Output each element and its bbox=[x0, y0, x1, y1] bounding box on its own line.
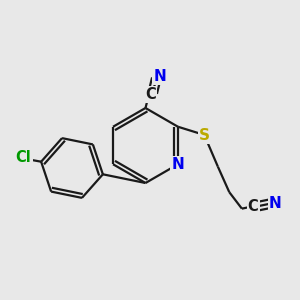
Text: N: N bbox=[172, 157, 184, 172]
Text: S: S bbox=[199, 128, 210, 143]
Text: N: N bbox=[154, 69, 166, 84]
Text: Cl: Cl bbox=[16, 150, 32, 165]
Text: N: N bbox=[269, 196, 282, 211]
Text: C: C bbox=[248, 199, 259, 214]
Text: C: C bbox=[145, 87, 156, 102]
